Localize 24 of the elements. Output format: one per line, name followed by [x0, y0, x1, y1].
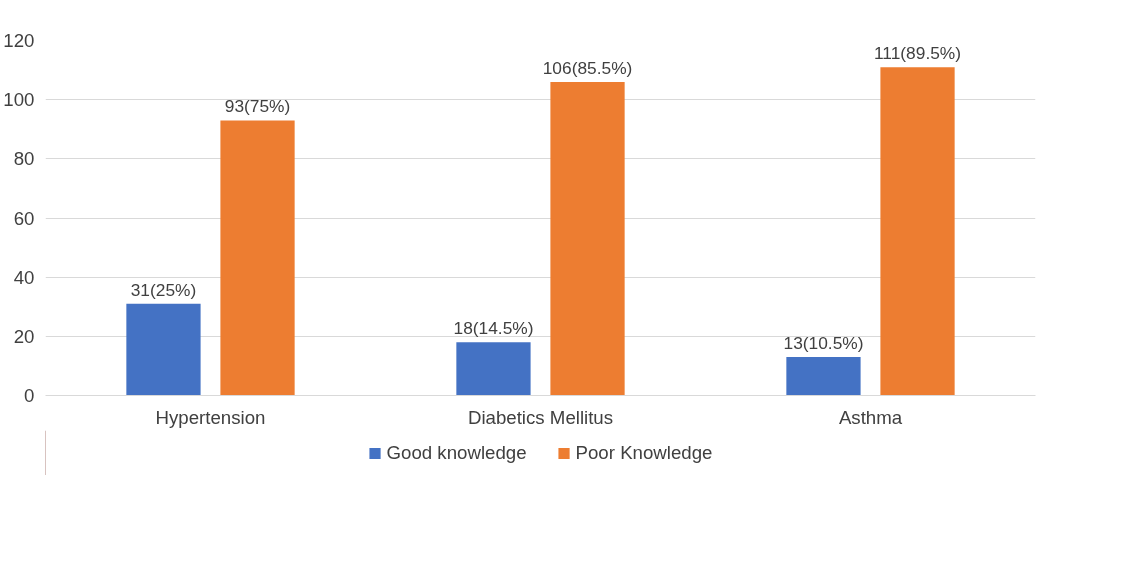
data-label: 31(25%) — [130, 279, 197, 300]
data-label: 111(89.5%) — [874, 43, 962, 64]
data-label: 93(75%) — [224, 96, 291, 117]
bar — [126, 303, 201, 396]
y-tick-label: 40 — [13, 266, 35, 288]
bar — [880, 67, 955, 396]
bar — [786, 357, 861, 396]
y-tick-label: 60 — [13, 207, 35, 229]
bar — [220, 120, 295, 396]
data-label: 13(10.5%) — [783, 333, 864, 354]
y-tick-label: 100 — [3, 89, 35, 111]
data-label: 18(14.5%) — [453, 318, 534, 339]
data-label: 106(85.5%) — [542, 57, 633, 78]
legend-label: Poor Knowledge — [575, 441, 713, 464]
bar — [456, 342, 531, 396]
y-tick-label: 0 — [24, 385, 35, 406]
x-tick-label: Hypertension — [155, 406, 266, 428]
y-tick-label: 80 — [13, 148, 35, 170]
y-tick-label: 20 — [13, 325, 35, 347]
x-tick-label: Asthma — [838, 406, 903, 428]
bar — [550, 81, 625, 396]
x-tick-label: Diabetics Mellitus — [467, 406, 614, 428]
legend-label: Good knowledge — [386, 441, 527, 464]
y-tick-label: 120 — [3, 30, 35, 51]
